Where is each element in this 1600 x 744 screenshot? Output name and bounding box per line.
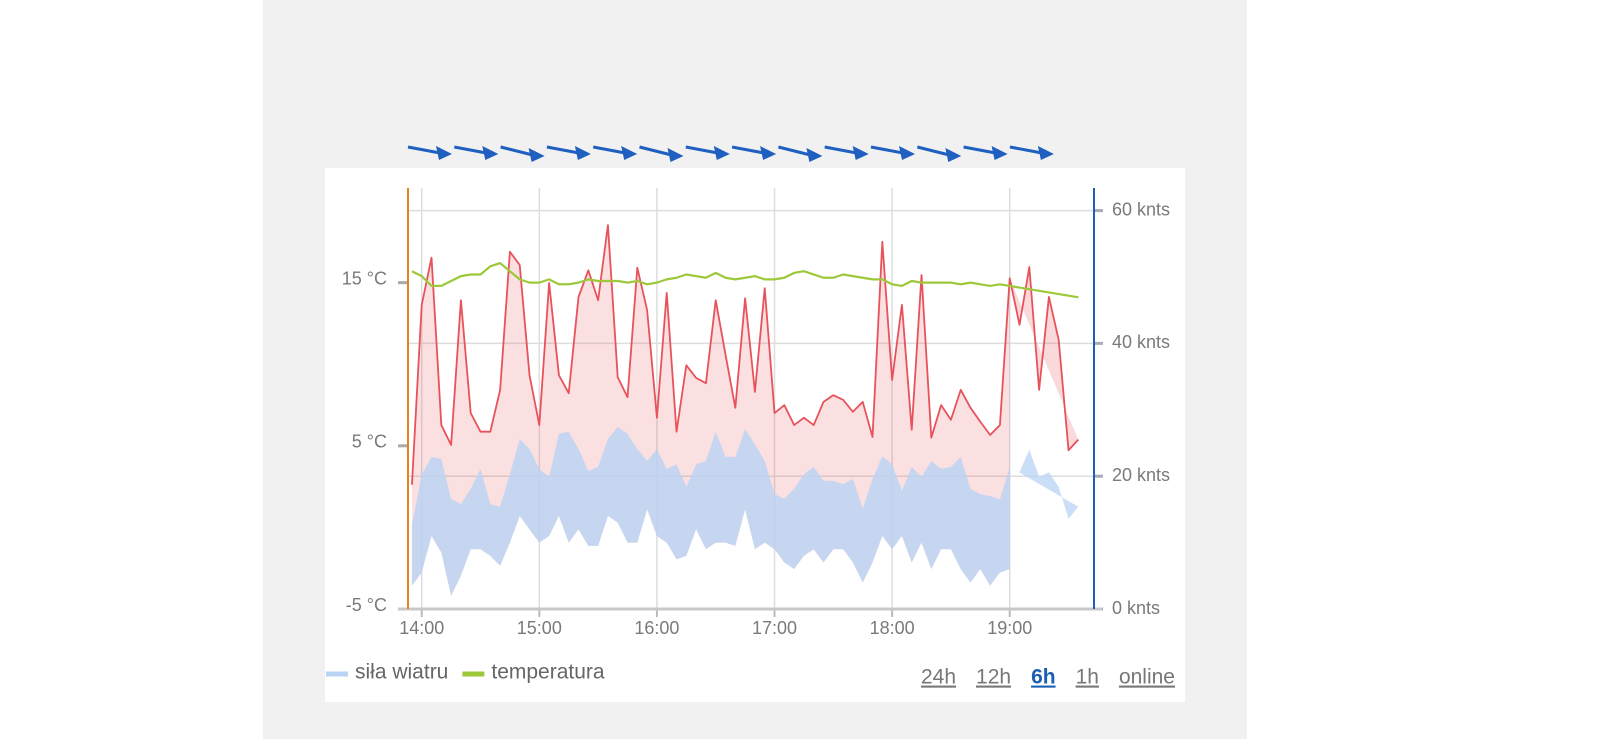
wind-arrow-head	[621, 146, 638, 160]
y2-tick-label: 0 knts	[1112, 598, 1160, 618]
plot: 14:00 15:00 16:00 17:00 18:00 19:00 0 knts 20 k…	[326, 188, 1175, 689]
wind-band-forecast	[1009, 449, 1079, 519]
y-tick-label: 15 °C	[342, 268, 387, 288]
x-tick-label: 15:00	[517, 618, 562, 638]
chart-card	[325, 168, 1185, 702]
range-button[interactable]: 12h	[976, 666, 1011, 689]
wind-arrow-head	[1037, 146, 1054, 160]
wind-arrow-shaft	[963, 145, 996, 155]
wind-arrow-shaft	[454, 145, 487, 155]
x-tick-label: 14:00	[399, 618, 444, 638]
x-tick-label: 18:00	[870, 618, 915, 638]
wind-arrow-head	[713, 146, 730, 160]
x-tick-label: 16:00	[634, 618, 679, 638]
wind-arrow-shaft	[592, 145, 626, 155]
wind-arrow-head	[667, 148, 684, 162]
y2-tick-label: 20 knts	[1112, 465, 1170, 485]
wind-arrow-head	[991, 146, 1008, 160]
wind-arrow-head	[574, 146, 591, 160]
wind-direction-row	[407, 145, 1054, 162]
wind-arrow-shaft	[778, 145, 811, 157]
wind-arrow-head	[436, 146, 452, 160]
gust-line	[411, 224, 1079, 485]
wind-arrow-shaft	[407, 145, 441, 155]
wind-arrow-shaft	[1009, 145, 1043, 155]
wind-arrow-head	[806, 148, 823, 162]
range-button[interactable]: online	[1119, 666, 1175, 689]
wind-arrow-shaft	[500, 145, 533, 157]
wind-arrow-head	[528, 148, 545, 162]
wind-arrow-shaft	[685, 145, 719, 155]
wind-arrow-head	[852, 146, 869, 160]
range-button[interactable]: 1h	[1076, 666, 1099, 689]
range-button[interactable]: 24h	[921, 666, 956, 689]
x-tick-label: 19:00	[987, 618, 1032, 638]
wind-arrow-head	[945, 148, 962, 162]
wind-arrow-head	[760, 146, 777, 160]
wind-arrow-head	[482, 146, 499, 160]
range-button[interactable]: 6h	[1031, 666, 1056, 689]
wind-band	[411, 427, 1010, 596]
wind-arrow-shaft	[731, 145, 765, 155]
y2-tick-label: 40 knts	[1112, 332, 1170, 352]
y-tick-label: 5 °C	[352, 432, 387, 452]
temperature-line	[411, 261, 1079, 299]
y-tick-label: -5 °C	[346, 595, 387, 615]
wind-arrow-head	[899, 146, 915, 160]
y2-tick-label: 60 knts	[1112, 199, 1170, 219]
legend-text: siła wiatru	[355, 661, 448, 684]
legend-text: temperatura	[491, 661, 605, 684]
wind-arrow-shaft	[824, 145, 857, 155]
wind-arrow-shaft	[639, 145, 672, 157]
wind-arrow-shaft	[546, 145, 580, 155]
wind-arrow-shaft	[870, 145, 904, 155]
gust-area-forecast	[1009, 267, 1079, 451]
wind-arrow-shaft	[916, 145, 950, 157]
x-tick-label: 17:00	[752, 618, 797, 638]
